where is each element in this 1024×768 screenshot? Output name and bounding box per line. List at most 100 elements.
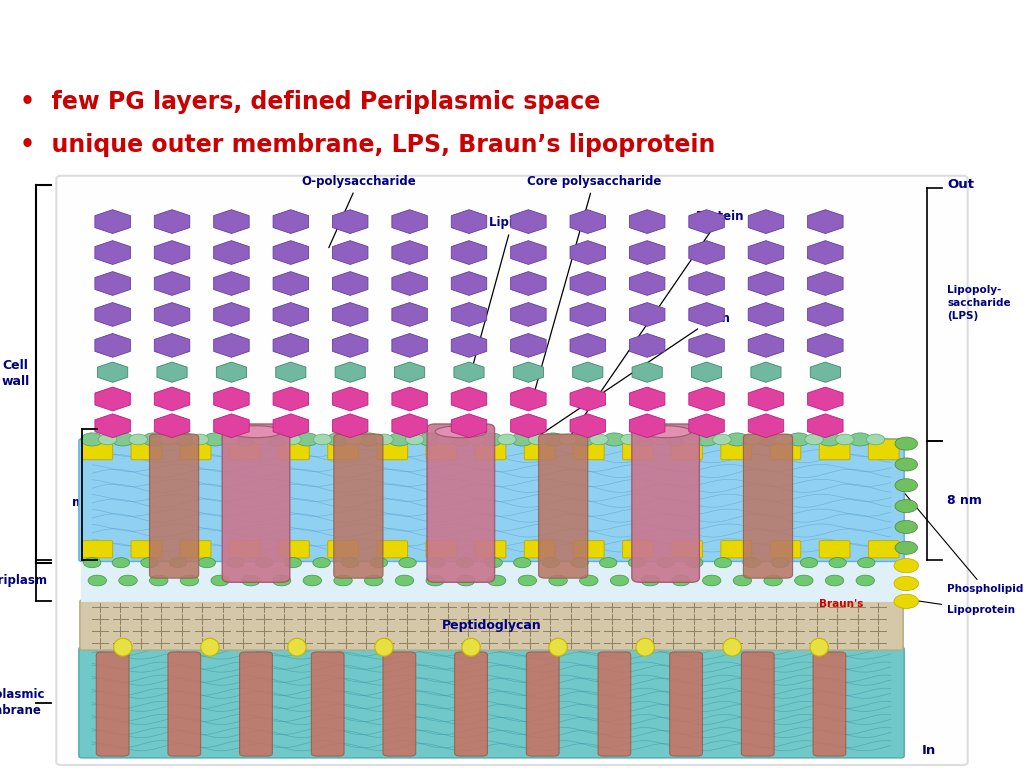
Circle shape — [787, 433, 810, 446]
Circle shape — [142, 433, 165, 446]
Text: Cell
wall: Cell wall — [1, 359, 30, 388]
Polygon shape — [394, 362, 425, 382]
Circle shape — [211, 575, 229, 586]
Text: Lipopoly-
saccharide
(LPS): Lipopoly- saccharide (LPS) — [947, 285, 1011, 321]
Polygon shape — [95, 240, 130, 264]
FancyBboxPatch shape — [168, 652, 201, 756]
Text: In: In — [922, 743, 936, 756]
Polygon shape — [452, 210, 486, 233]
Polygon shape — [630, 333, 665, 357]
Circle shape — [365, 575, 383, 586]
Polygon shape — [513, 362, 544, 382]
Circle shape — [629, 558, 646, 568]
Circle shape — [895, 541, 918, 554]
Polygon shape — [214, 272, 249, 296]
FancyBboxPatch shape — [229, 541, 260, 558]
Text: 8 nm: 8 nm — [947, 494, 982, 507]
Circle shape — [511, 433, 534, 446]
FancyBboxPatch shape — [632, 424, 699, 582]
FancyBboxPatch shape — [813, 652, 846, 756]
Circle shape — [795, 575, 813, 586]
Circle shape — [895, 521, 918, 534]
Polygon shape — [511, 303, 546, 326]
Polygon shape — [570, 414, 605, 438]
FancyBboxPatch shape — [868, 439, 899, 460]
FancyBboxPatch shape — [770, 541, 801, 558]
FancyBboxPatch shape — [383, 652, 416, 756]
FancyBboxPatch shape — [741, 652, 774, 756]
Polygon shape — [155, 272, 189, 296]
Circle shape — [559, 434, 578, 445]
Polygon shape — [95, 272, 130, 296]
Text: Phospholipid: Phospholipid — [872, 455, 1024, 594]
Polygon shape — [333, 414, 368, 438]
Polygon shape — [689, 414, 724, 438]
Circle shape — [849, 433, 871, 446]
Polygon shape — [392, 210, 427, 233]
Polygon shape — [214, 414, 249, 438]
Polygon shape — [511, 333, 546, 357]
Circle shape — [285, 558, 302, 568]
Circle shape — [829, 558, 847, 568]
Circle shape — [272, 575, 291, 586]
Polygon shape — [392, 303, 427, 326]
Polygon shape — [214, 210, 249, 233]
FancyBboxPatch shape — [524, 541, 555, 558]
Polygon shape — [273, 240, 308, 264]
Circle shape — [221, 434, 240, 445]
Polygon shape — [511, 414, 546, 438]
Polygon shape — [214, 387, 249, 411]
FancyBboxPatch shape — [222, 424, 290, 582]
Circle shape — [252, 434, 270, 445]
FancyBboxPatch shape — [819, 439, 850, 460]
FancyBboxPatch shape — [623, 439, 653, 460]
Polygon shape — [333, 272, 368, 296]
Circle shape — [428, 558, 445, 568]
Circle shape — [772, 558, 790, 568]
Circle shape — [313, 434, 332, 445]
Text: Braun's: Braun's — [819, 599, 863, 609]
Circle shape — [695, 433, 718, 446]
Text: Cytoplasmic
membrane: Cytoplasmic membrane — [0, 688, 45, 717]
Polygon shape — [214, 240, 249, 264]
Circle shape — [88, 575, 106, 586]
Circle shape — [894, 576, 919, 591]
Polygon shape — [570, 240, 605, 264]
Circle shape — [303, 575, 322, 586]
Text: Core polysaccharide: Core polysaccharide — [526, 174, 662, 396]
Circle shape — [603, 433, 626, 446]
Polygon shape — [749, 272, 783, 296]
Circle shape — [733, 575, 752, 586]
Polygon shape — [511, 240, 546, 264]
Polygon shape — [273, 210, 308, 233]
Circle shape — [399, 558, 417, 568]
Text: O-polysaccharide: O-polysaccharide — [301, 174, 416, 247]
Text: •  unique outer membrane, LPS, Braun’s lipoprotein: • unique outer membrane, LPS, Braun’s li… — [20, 133, 716, 157]
Polygon shape — [749, 240, 783, 264]
FancyBboxPatch shape — [573, 439, 604, 460]
FancyBboxPatch shape — [279, 439, 309, 460]
Polygon shape — [570, 303, 605, 326]
Polygon shape — [691, 362, 722, 382]
Circle shape — [856, 575, 874, 586]
FancyBboxPatch shape — [180, 439, 211, 460]
Polygon shape — [630, 303, 665, 326]
Polygon shape — [333, 210, 368, 233]
FancyBboxPatch shape — [672, 439, 702, 460]
Text: Out: Out — [947, 178, 974, 191]
Ellipse shape — [810, 638, 828, 656]
Text: Porin: Porin — [463, 312, 731, 487]
FancyBboxPatch shape — [80, 600, 903, 650]
Polygon shape — [95, 387, 130, 411]
Polygon shape — [155, 414, 189, 438]
Polygon shape — [392, 414, 427, 438]
FancyBboxPatch shape — [82, 439, 113, 460]
FancyBboxPatch shape — [743, 434, 793, 578]
Circle shape — [682, 434, 700, 445]
Circle shape — [256, 558, 273, 568]
Circle shape — [651, 434, 670, 445]
FancyBboxPatch shape — [377, 541, 408, 558]
FancyBboxPatch shape — [131, 541, 162, 558]
Circle shape — [895, 437, 918, 450]
Polygon shape — [630, 387, 665, 411]
